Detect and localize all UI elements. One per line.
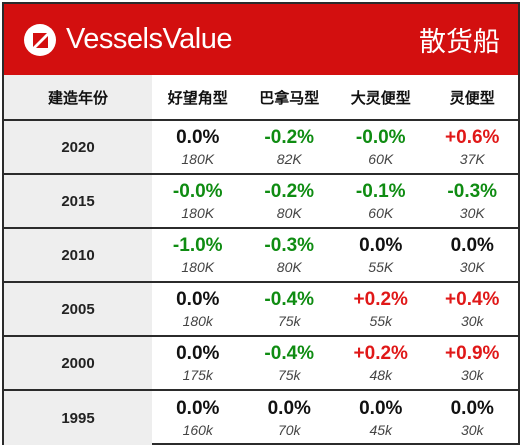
- vessel-size: 30K: [459, 204, 485, 221]
- value-cell-panamax: -0.2% 80K: [244, 175, 336, 227]
- vessel-size: 75k: [277, 366, 301, 383]
- percent-change: 0.0%: [450, 234, 494, 256]
- value-cell-panamax: 0.0% 70k: [244, 391, 336, 445]
- vessel-size: 30k: [460, 421, 484, 438]
- percent-change: 0.0%: [176, 342, 220, 364]
- value-cell-panamax: -0.2% 82K: [244, 121, 336, 173]
- percent-change: 0.0%: [450, 397, 494, 419]
- value-cell-capesize: 0.0% 180k: [152, 283, 244, 335]
- value-cell-handysize: 0.0% 30k: [427, 391, 519, 445]
- vessel-size: 80K: [276, 258, 302, 275]
- vessel-size: 70k: [277, 421, 301, 438]
- brand-name: VesselsValue: [66, 23, 232, 55]
- vesselsvalue-logo-icon: [24, 23, 56, 56]
- value-cell-capesize: -1.0% 180K: [152, 229, 244, 281]
- table-row: 2020 0.0% 180K -0.2% 82K -0.0% 60K +0.6% 37K: [4, 121, 518, 175]
- value-cell-panamax: -0.4% 75k: [244, 337, 336, 389]
- percent-change: 0.0%: [176, 397, 220, 419]
- percent-change: +0.2%: [353, 342, 408, 364]
- vessel-size: 82K: [276, 150, 302, 167]
- table-row: 2015 -0.0% 180K -0.2% 80K -0.1% 60K -0.3% 30K: [4, 175, 518, 229]
- vessel-size: 45k: [369, 421, 393, 438]
- value-cell-handysize: -0.3% 30K: [427, 175, 519, 227]
- percent-change: -0.1%: [355, 180, 406, 202]
- value-cell-supramax: 0.0% 55K: [335, 229, 427, 281]
- percent-change: -0.2%: [264, 126, 315, 148]
- vessel-size: 55K: [368, 258, 394, 275]
- vessel-size: 180k: [182, 312, 213, 329]
- vessel-size: 160k: [182, 421, 213, 438]
- value-cell-supramax: 0.0% 45k: [335, 391, 427, 445]
- vessel-size: 37K: [459, 150, 485, 167]
- percent-change: -0.3%: [264, 234, 315, 256]
- value-cell-handysize: +0.9% 30k: [427, 337, 519, 389]
- table-row: 1995 0.0% 160k 0.0% 70k 0.0% 45k 0.0% 30k: [4, 391, 518, 445]
- year-cell: 2000: [4, 337, 152, 389]
- vessel-size: 48k: [369, 366, 393, 383]
- vessel-size: 75k: [277, 312, 301, 329]
- percent-change: +0.2%: [353, 288, 408, 310]
- percent-change: -0.4%: [264, 342, 315, 364]
- vessel-size: 55k: [369, 312, 393, 329]
- value-cell-supramax: -0.0% 60K: [335, 121, 427, 173]
- percent-change: -0.4%: [264, 288, 315, 310]
- value-cell-panamax: -0.4% 75k: [244, 283, 336, 335]
- vessel-size: 60K: [368, 204, 394, 221]
- percent-change: -1.0%: [172, 234, 223, 256]
- value-cell-supramax: -0.1% 60K: [335, 175, 427, 227]
- vessel-size: 60K: [368, 150, 394, 167]
- vessel-size: 180K: [181, 204, 215, 221]
- value-cell-supramax: +0.2% 48k: [335, 337, 427, 389]
- percent-change: -0.3%: [447, 180, 498, 202]
- brand: VesselsValue: [24, 23, 232, 56]
- vessel-size: 80K: [276, 204, 302, 221]
- year-cell: 1995: [4, 391, 152, 445]
- percent-change: +0.6%: [445, 126, 500, 148]
- vessel-size: 30k: [460, 366, 484, 383]
- year-cell: 2010: [4, 229, 152, 281]
- value-cell-capesize: 0.0% 175k: [152, 337, 244, 389]
- percent-change: 0.0%: [267, 397, 311, 419]
- table-row: 2005 0.0% 180k -0.4% 75k +0.2% 55k +0.4% 30k: [4, 283, 518, 337]
- col-header-capesize: 好望角型: [167, 89, 228, 107]
- table-row: 2010 -1.0% 180K -0.3% 80K 0.0% 55K 0.0% 30K: [4, 229, 518, 283]
- value-cell-panamax: -0.3% 80K: [244, 229, 336, 281]
- value-cell-capesize: -0.0% 180K: [152, 175, 244, 227]
- value-cell-supramax: +0.2% 55k: [335, 283, 427, 335]
- percent-change: 0.0%: [176, 288, 220, 310]
- percent-change: -0.0%: [172, 180, 223, 202]
- vessel-size: 175k: [182, 366, 213, 383]
- vessel-size: 30k: [460, 312, 484, 329]
- value-cell-handysize: +0.6% 37K: [427, 121, 519, 173]
- value-cell-handysize: 0.0% 30K: [427, 229, 519, 281]
- percent-change: +0.4%: [445, 288, 500, 310]
- percent-change: +0.9%: [445, 342, 500, 364]
- col-header-handysize: 灵便型: [449, 89, 495, 107]
- table-body: 2020 0.0% 180K -0.2% 82K -0.0% 60K +0.6% 37K 2015…: [4, 121, 518, 445]
- col-header-panamax: 巴拿马型: [259, 89, 320, 107]
- value-cell-capesize: 0.0% 180K: [152, 121, 244, 173]
- vessel-size: 180K: [181, 150, 215, 167]
- column-header-row: 建造年份 好望角型 巴拿马型 大灵便型 灵便型: [4, 75, 518, 121]
- percent-change: -0.0%: [355, 126, 406, 148]
- table-row: 2000 0.0% 175k -0.4% 75k +0.2% 48k +0.9% 30k: [4, 337, 518, 391]
- year-cell: 2020: [4, 121, 152, 173]
- col-header-year: 建造年份: [4, 75, 152, 119]
- header-bar: VesselsValue 散货船: [4, 4, 518, 75]
- percent-change: 0.0%: [359, 234, 403, 256]
- vessel-size: 180K: [181, 258, 215, 275]
- percent-change: -0.2%: [264, 180, 315, 202]
- year-cell: 2015: [4, 175, 152, 227]
- category-title: 散货船: [419, 27, 500, 58]
- vessel-size: 30K: [459, 258, 485, 275]
- col-header-supramax: 大灵便型: [350, 89, 411, 107]
- value-cell-capesize: 0.0% 160k: [152, 391, 244, 445]
- percent-change: 0.0%: [359, 397, 403, 419]
- year-cell: 2005: [4, 283, 152, 335]
- percent-change: 0.0%: [176, 126, 220, 148]
- value-cell-handysize: +0.4% 30k: [427, 283, 519, 335]
